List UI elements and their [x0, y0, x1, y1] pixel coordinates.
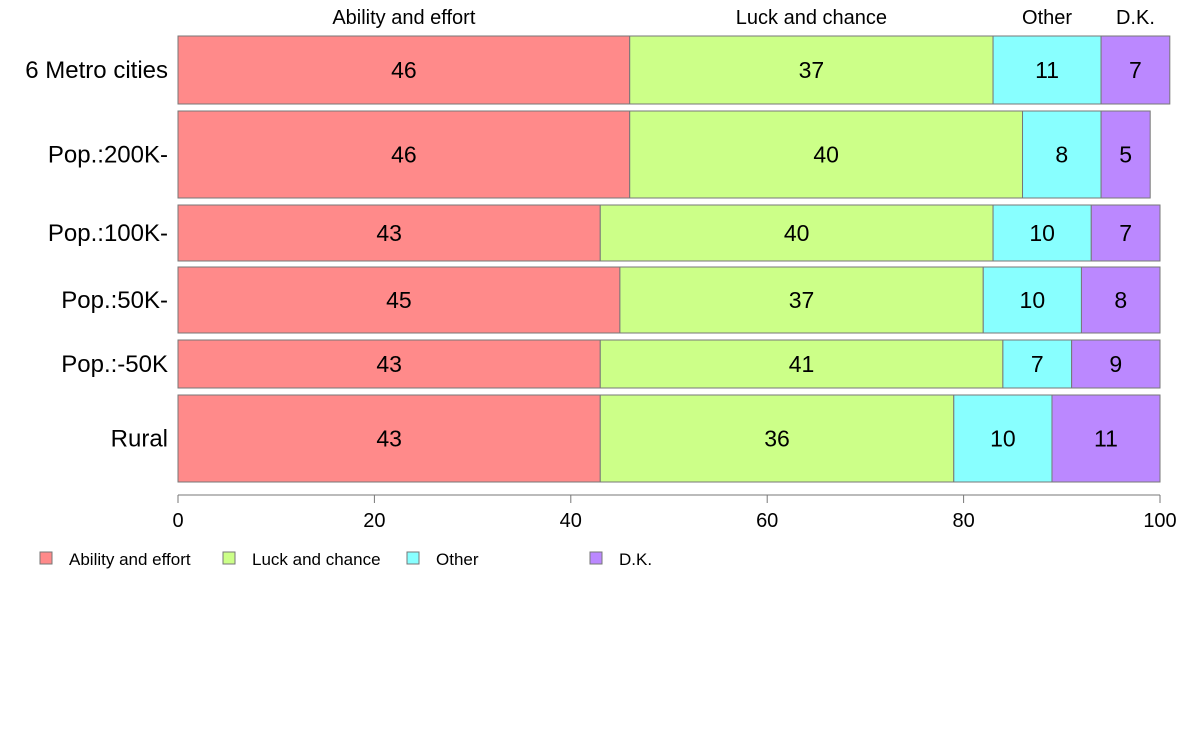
category-label: Pop.:50K- — [61, 287, 168, 314]
bar-segment — [1100, 35, 1171, 105]
bar-segment — [1002, 339, 1073, 389]
bar-segment — [992, 35, 1102, 105]
category-label: 6 Metro cities — [25, 57, 168, 84]
top-series-label: Other — [1022, 7, 1072, 29]
bar-value-label: 7 — [1129, 57, 1142, 83]
bar-value-label: 41 — [789, 351, 815, 377]
bar-value-label: 7 — [1119, 220, 1132, 246]
bar-value-label: 5 — [1119, 142, 1132, 168]
bar-segment — [1071, 339, 1161, 389]
bar-value-label: 11 — [1094, 426, 1118, 452]
bar-value-label: 10 — [1020, 287, 1046, 313]
bar-value-label: 11 — [1035, 57, 1059, 83]
bar-segment — [177, 204, 601, 262]
x-tick-label: 60 — [756, 510, 778, 532]
bar-segment — [599, 394, 955, 483]
category-label: Pop.:100K- — [48, 220, 168, 247]
legend-label: Luck and chance — [252, 550, 381, 569]
bar-segment — [953, 394, 1053, 483]
bar-value-label: 40 — [813, 142, 839, 168]
category-label: Pop.:-50K — [61, 351, 168, 378]
legend-label: Other — [436, 550, 479, 569]
legend-swatch — [589, 551, 603, 565]
bar-segment — [177, 339, 601, 389]
bar-value-label: 45 — [386, 287, 412, 313]
bar-value-label: 10 — [1029, 220, 1055, 246]
x-tick-label: 0 — [172, 510, 183, 532]
x-tick-label: 80 — [952, 510, 974, 532]
bar-value-label: 43 — [376, 426, 402, 452]
category-label: Rural — [111, 426, 168, 453]
bar-value-label: 8 — [1114, 287, 1127, 313]
bar-value-label: 40 — [784, 220, 810, 246]
bar-segment — [177, 110, 631, 199]
top-series-label: Luck and chance — [736, 7, 887, 29]
bar-segment — [599, 339, 1004, 389]
legend-swatch — [222, 551, 236, 565]
bar-segment — [1090, 204, 1161, 262]
bar-value-label: 43 — [376, 220, 402, 246]
bar-segment — [629, 110, 1024, 199]
bar-value-label: 7 — [1031, 351, 1044, 377]
bar-value-label: 46 — [391, 57, 417, 83]
legend-swatch — [39, 551, 53, 565]
x-tick-label: 100 — [1143, 510, 1176, 532]
legend-swatch — [406, 551, 420, 565]
bar-segment — [177, 394, 601, 483]
bar-value-label: 36 — [764, 426, 790, 452]
x-tick-label: 40 — [560, 510, 582, 532]
bar-segment — [177, 266, 621, 334]
bar-segment — [177, 35, 631, 105]
bar-segment — [1022, 110, 1102, 199]
bar-segment — [1080, 266, 1161, 334]
bar-value-label: 10 — [990, 426, 1016, 452]
bar-value-label: 9 — [1109, 351, 1122, 377]
bar-value-label: 46 — [391, 142, 417, 168]
bar-value-label: 37 — [789, 287, 815, 313]
legend-label: Ability and effort — [69, 550, 191, 569]
bar-value-label: 8 — [1055, 142, 1068, 168]
top-series-label: Ability and effort — [332, 7, 475, 29]
bar-segment — [1051, 394, 1161, 483]
bar-value-label: 37 — [799, 57, 825, 83]
top-series-label: D.K. — [1116, 7, 1155, 29]
category-label: Pop.:200K- — [48, 142, 168, 169]
legend-label: D.K. — [619, 550, 652, 569]
x-tick-label: 20 — [363, 510, 385, 532]
bar-segment — [1100, 110, 1151, 199]
bar-value-label: 43 — [376, 351, 402, 377]
bar-segment — [629, 35, 994, 105]
bar-segment — [619, 266, 984, 334]
bar-segment — [599, 204, 994, 262]
